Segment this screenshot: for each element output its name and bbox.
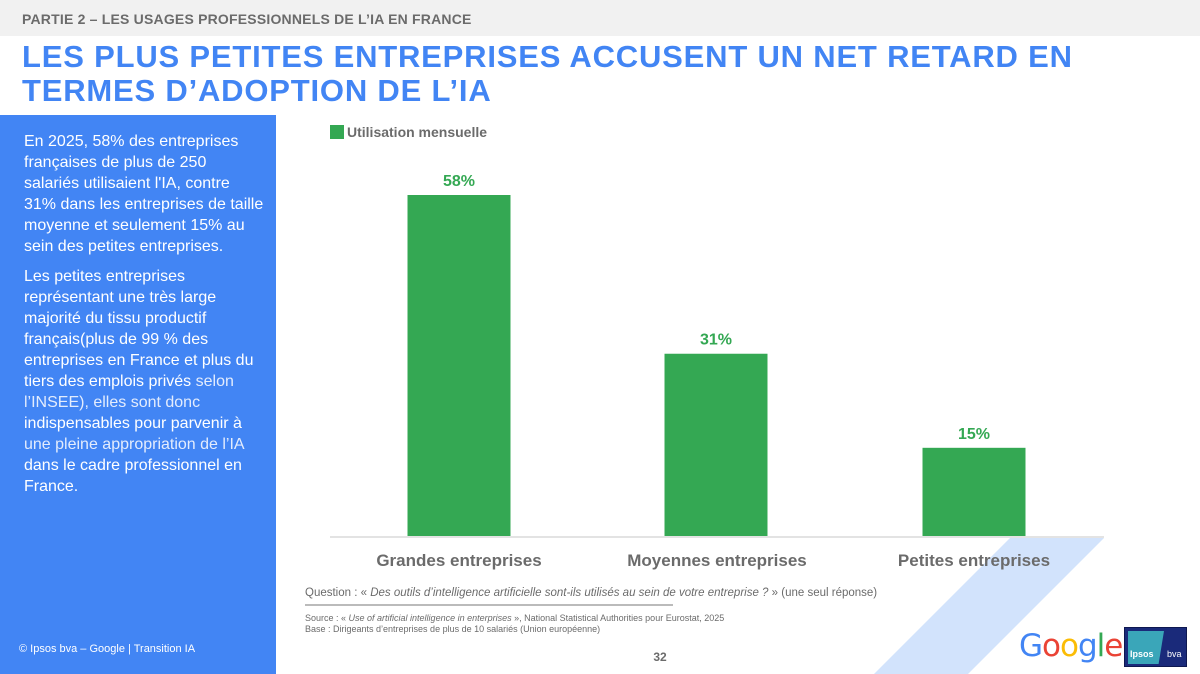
bva-wordmark: bva	[1167, 649, 1182, 659]
bar-moyennes-entreprises	[664, 353, 768, 536]
question-suffix: » (une seul réponse)	[768, 587, 878, 599]
insight-paragraph-1: En 2025, 58% des entreprises françaises …	[24, 133, 264, 255]
question-text: Des outils d’intelligence artificielle s…	[370, 587, 769, 599]
question-prefix: Question : «	[305, 587, 371, 599]
slide-title: LES PLUS PETITES ENTREPRISES ACCUSENT UN…	[22, 39, 1073, 108]
google-logo: Google	[1019, 628, 1123, 664]
category-label-grandes: Grandes entreprises	[376, 551, 542, 570]
category-label-petites: Petites entreprises	[897, 551, 1051, 570]
legend-swatch-green	[330, 125, 344, 139]
insight-text-segment: Les petites entreprises représentant une…	[24, 268, 254, 390]
key-insight-panel: En 2025, 58% des entreprises françaises …	[0, 115, 276, 674]
insight-text-segment: une pleine appropriation de l’IA	[24, 436, 244, 453]
category-label-moyennes: Moyennes entreprises	[627, 551, 807, 570]
survey-question: Question : « Des outils d’intelligence a…	[305, 587, 877, 599]
insight-text: En 2025, 58% des entreprises françaises …	[24, 131, 264, 506]
google-letter: e	[1104, 628, 1123, 664]
google-letter: G	[1019, 628, 1043, 664]
insight-text-segment: dans le cadre professionnel en France.	[24, 457, 242, 495]
base-line: Base : Dirigeants d’entreprises de plus …	[305, 624, 601, 634]
google-letter: o	[1060, 628, 1079, 664]
insight-text-segment: selon l’INSEE), elles sont donc	[24, 373, 234, 411]
chart-legend: Utilisation mensuelle	[330, 124, 487, 140]
copyright-text: © Ipsos bva – Google | Transition IA	[19, 643, 196, 655]
section-label: PARTIE 2 – LES USAGES PROFESSIONNELS DE …	[22, 11, 472, 27]
source-suffix: », National Statistical Authorities pour…	[511, 613, 725, 623]
google-letter: o	[1042, 628, 1061, 664]
insight-text-segment: indispensables pour parvenir à	[24, 415, 242, 432]
ipsos-bva-logo: Ipsos bva	[1124, 627, 1187, 667]
data-label: 58%	[443, 173, 475, 190]
ipsos-logo-mark	[1128, 631, 1164, 664]
source-note: Source : « Use of artificial intelligenc…	[305, 613, 724, 635]
data-label: 31%	[700, 332, 732, 349]
source-title: Use of artificial intelligence in enterp…	[348, 613, 512, 623]
question-underline	[305, 604, 673, 606]
ipsos-wordmark: Ipsos	[1130, 649, 1154, 659]
legend-label: Utilisation mensuelle	[347, 124, 488, 140]
bar-petites-entreprises	[922, 447, 1026, 536]
insight-paragraph-2: Les petites entreprises représentant une…	[24, 266, 264, 497]
source-line: Source : « Use of artificial intelligenc…	[305, 613, 724, 624]
data-label: 15%	[958, 426, 990, 443]
source-prefix: Source : «	[305, 613, 349, 623]
page-number: 32	[653, 650, 667, 664]
google-letter: l	[1096, 628, 1106, 664]
google-letter: g	[1077, 628, 1098, 664]
section-header-bar: PARTIE 2 – LES USAGES PROFESSIONNELS DE …	[0, 0, 1200, 36]
bar-grandes-entreprises	[407, 195, 511, 536]
